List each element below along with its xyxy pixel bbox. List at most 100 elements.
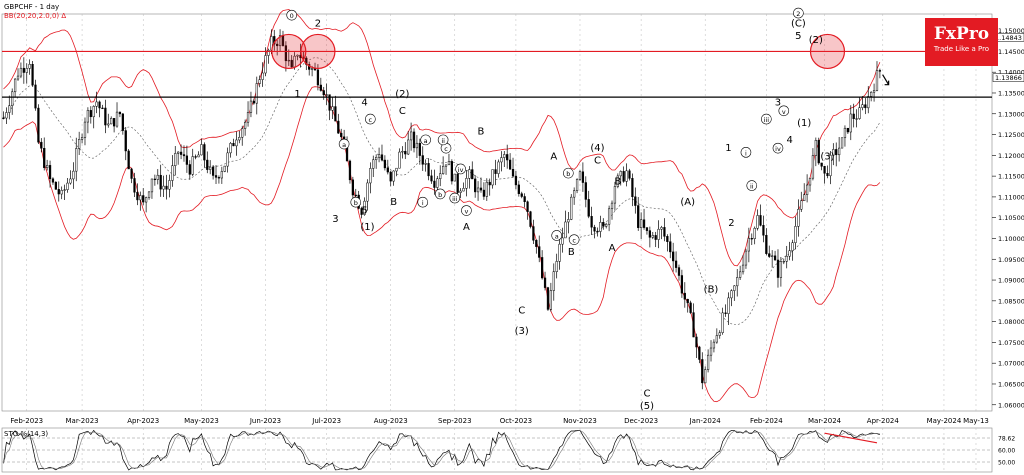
- wave-label-circle: [350, 196, 362, 208]
- wave-label: (1): [797, 118, 811, 129]
- candle-body: [220, 171, 223, 179]
- wave-label-circle: [417, 196, 429, 208]
- candle-body: [736, 277, 739, 287]
- candle-body: [712, 341, 716, 349]
- wave-label: (2): [395, 89, 409, 100]
- highlight-circle: [809, 33, 846, 70]
- candle-body: [855, 118, 858, 120]
- wave-label: ii: [750, 183, 754, 191]
- candle-body: [246, 112, 250, 123]
- candle-body: [363, 200, 366, 215]
- candle-body: [861, 104, 864, 108]
- candle-body: [249, 100, 253, 113]
- candle-body: [602, 222, 605, 227]
- candle-body: [756, 215, 759, 229]
- candle-body: [442, 165, 445, 174]
- candle-body: [628, 170, 631, 179]
- wave-label: a: [424, 137, 428, 145]
- wave-label: 4: [786, 135, 792, 146]
- candle-body: [701, 359, 704, 384]
- wave-label: 1: [294, 89, 300, 100]
- candle-body: [730, 290, 733, 299]
- candle-body: [380, 154, 384, 161]
- wave-label: 3: [775, 97, 781, 108]
- wave-label: v: [464, 208, 468, 216]
- wave-label-circle: [563, 167, 574, 179]
- wave-label-circle: [338, 138, 350, 150]
- candle-body: [616, 175, 619, 187]
- candle-body: [797, 209, 800, 227]
- candle-body: [497, 161, 500, 174]
- candle-body: [197, 154, 200, 158]
- candle-body: [581, 171, 585, 183]
- wave-label: (B): [704, 285, 719, 296]
- candle-body: [83, 121, 87, 138]
- candle-body: [241, 128, 244, 138]
- candle-body: [226, 152, 229, 167]
- candle-body: [177, 151, 180, 154]
- candle-body: [747, 238, 750, 252]
- candle-body: [561, 237, 564, 245]
- candle-body: [474, 178, 477, 193]
- candle-body: [680, 275, 684, 294]
- candle-body: [456, 173, 459, 193]
- candle-body: [421, 155, 424, 165]
- candle-body: [698, 346, 701, 360]
- wave-label: a: [555, 232, 559, 240]
- bb-indicator-label: BB(20,20,2.0,0) ∆: [4, 12, 67, 20]
- candle-body: [66, 182, 69, 190]
- wave-label: i: [745, 149, 747, 157]
- x-tick-label: Jun-2023: [249, 417, 281, 425]
- candle-body: [369, 168, 372, 184]
- wave-label: v: [782, 108, 786, 116]
- candle-body: [48, 165, 52, 180]
- candle-body: [244, 121, 247, 129]
- candle-body: [462, 188, 465, 192]
- wave-label: 2: [315, 18, 321, 29]
- y-tick-label: 1.07500: [998, 339, 1024, 347]
- x-tick-label: Feb-2023: [10, 417, 43, 425]
- wave-label: 0: [290, 12, 294, 20]
- candle-body: [147, 191, 151, 198]
- candle-body: [750, 238, 753, 240]
- y-tick-label: 1.13500: [998, 89, 1024, 97]
- candle-body: [852, 113, 855, 119]
- wave-label: 1: [725, 143, 731, 154]
- candle-body: [800, 200, 803, 210]
- candle-body: [386, 167, 389, 173]
- candle-body: [552, 271, 555, 291]
- candle-body: [686, 298, 689, 304]
- wave-label: 2: [796, 10, 800, 18]
- candle-body: [34, 84, 37, 109]
- candle-body: [433, 180, 436, 188]
- x-tick-label: Jul-2023: [311, 417, 341, 425]
- candle-body: [765, 234, 768, 254]
- candle-body: [395, 167, 398, 172]
- plot-frame: [1, 13, 993, 412]
- wave-label: (C): [791, 18, 806, 29]
- candle-body: [677, 267, 681, 276]
- candle-body: [733, 285, 736, 291]
- candle-body: [439, 173, 442, 180]
- candle-body: [514, 175, 518, 186]
- candle-body: [541, 257, 544, 279]
- candle-body: [28, 64, 31, 69]
- candle-body: [683, 292, 686, 300]
- stoch-level-label: 50.00: [998, 460, 1015, 467]
- wave-label-circle: [746, 180, 758, 191]
- wave-label: b: [354, 199, 358, 207]
- candle-body: [101, 107, 104, 110]
- wave-label-circle: [286, 9, 298, 21]
- candle-body: [692, 312, 695, 338]
- candle-body: [95, 101, 98, 107]
- y-tick-label: 1.15000: [998, 27, 1024, 35]
- candle-body: [538, 246, 541, 258]
- candle-body: [217, 177, 221, 179]
- candle-body: [637, 205, 640, 228]
- candle-body: [232, 143, 235, 147]
- candle-body: [779, 261, 783, 278]
- candle-body: [631, 178, 634, 198]
- wave-label: B: [390, 197, 397, 208]
- wave-label: B: [478, 127, 485, 138]
- candle-body: [610, 202, 614, 210]
